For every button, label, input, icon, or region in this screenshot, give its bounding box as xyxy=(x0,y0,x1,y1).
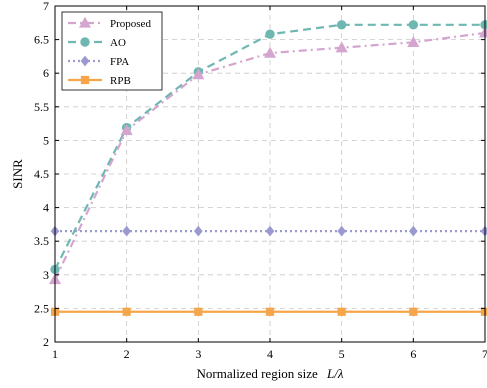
y-tick-label: 4.5 xyxy=(34,167,49,181)
y-tick-label: 2.5 xyxy=(34,301,49,315)
x-tick-label: 7 xyxy=(482,347,487,361)
data-point-rpb xyxy=(194,307,203,316)
x-tick-label: 5 xyxy=(339,347,345,361)
axis-ticks: 22.533.544.555.566.571 2 3 4 5 6 7 xyxy=(34,0,487,361)
legend-label: RPB xyxy=(110,75,131,87)
x-axis-label-text: Normalized region size xyxy=(196,366,318,381)
data-point-rpb xyxy=(265,307,275,316)
x-tick-label: 6 xyxy=(410,347,416,361)
legend-box xyxy=(61,11,163,91)
data-point-rpb xyxy=(122,307,131,316)
x-tick-label: 1 xyxy=(52,347,58,361)
data-point-ao xyxy=(336,20,347,30)
data-point-proposed xyxy=(335,41,348,53)
series-rpb xyxy=(50,307,487,316)
data-point-ao xyxy=(265,29,275,39)
y-tick-label: 3 xyxy=(43,268,49,282)
series-proposed xyxy=(48,26,487,285)
y-tick-label: 5 xyxy=(43,133,49,147)
data-point-fpa xyxy=(265,225,275,237)
x-tick-label: 2 xyxy=(124,347,130,361)
legend: Proposed AO FPA RPB xyxy=(61,11,163,91)
data-point-fpa xyxy=(480,225,487,237)
data-point-proposed xyxy=(263,46,277,58)
legend-swatch-marker xyxy=(78,16,92,28)
legend-item-rpb: RPB xyxy=(68,75,131,87)
data-point-proposed xyxy=(192,68,205,80)
x-tick-label: 3 xyxy=(195,347,201,361)
legend-label: AO xyxy=(110,37,126,49)
y-tick-label: 7 xyxy=(43,0,49,13)
x-axis-label-math: L/λ xyxy=(326,366,344,381)
data-point-fpa xyxy=(194,225,203,237)
x-axis-label: Normalized region size L/λ xyxy=(196,366,343,381)
data-point-proposed xyxy=(120,124,133,135)
data-point-ao xyxy=(408,20,419,30)
legend-label: Proposed xyxy=(110,18,151,30)
legend-item-fpa: FPA xyxy=(68,55,129,68)
legend-swatch-marker xyxy=(80,37,90,47)
data-point-fpa xyxy=(337,225,346,237)
data-point-fpa xyxy=(409,225,418,237)
legend-item-ao: AO xyxy=(68,37,126,49)
x-tick-label: 4 xyxy=(267,347,273,361)
data-point-fpa xyxy=(122,225,131,237)
y-tick-label: 5.5 xyxy=(34,100,49,114)
y-axis-label: SINR xyxy=(10,159,25,189)
y-tick-label: 6 xyxy=(43,66,49,80)
legend-swatch-marker xyxy=(80,55,90,67)
series-layer xyxy=(48,20,487,316)
legend-label: FPA xyxy=(110,56,129,68)
data-point-rpb xyxy=(409,307,418,316)
data-point-rpb xyxy=(337,307,346,316)
data-point-proposed xyxy=(407,36,420,47)
series-fpa xyxy=(50,225,487,237)
legend-item-proposed: Proposed xyxy=(68,16,151,30)
legend-swatch-marker xyxy=(80,75,90,85)
y-tick-label: 3.5 xyxy=(34,234,49,248)
y-tick-label: 6.5 xyxy=(34,33,49,47)
y-tick-label: 4 xyxy=(43,201,49,215)
data-point-rpb xyxy=(480,307,487,316)
data-point-ao xyxy=(480,20,487,30)
y-tick-label: 2 xyxy=(43,335,49,349)
